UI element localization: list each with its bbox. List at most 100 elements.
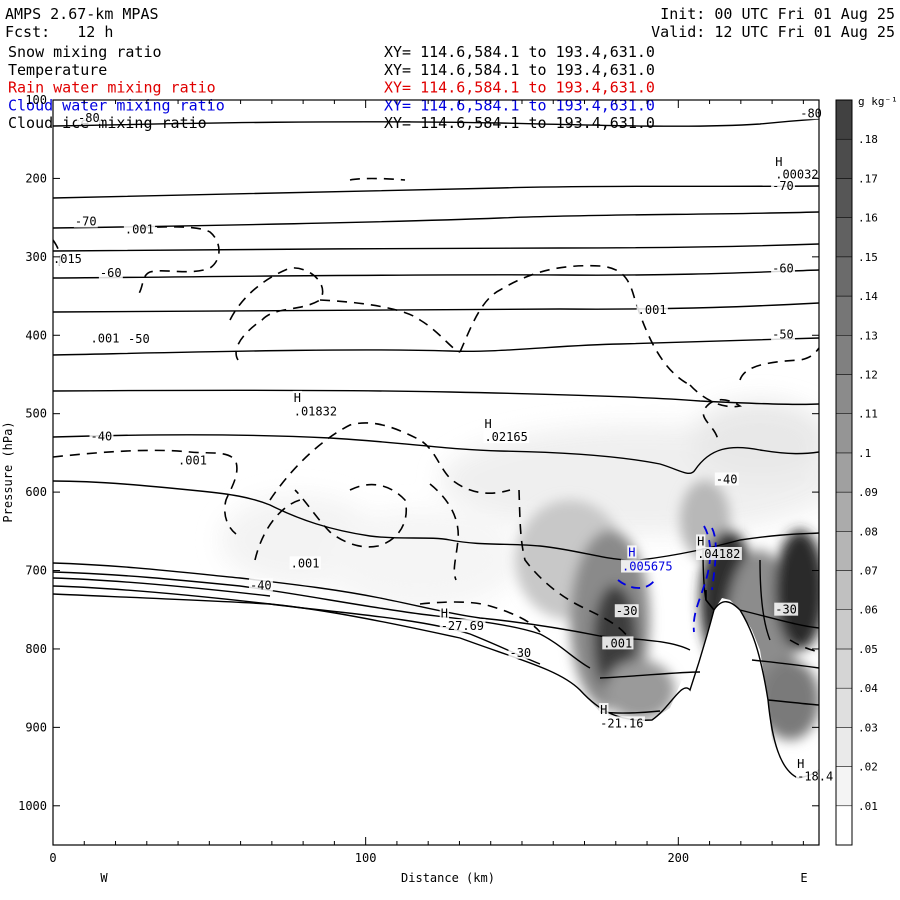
colorbar-cell [835,99,853,140]
legend-xy: XY= 114.6,584.1 to 193.4,631.0 [384,96,655,114]
extremum-label-bg [292,390,303,404]
extremum-label-bg [439,606,449,620]
x-axis: 0 100 200 [49,100,804,865]
colorbar-cell [835,138,853,179]
colorbar-cell [835,805,853,846]
extremum-label: H [697,534,704,548]
colorbar-label: .04 [858,682,878,695]
colorbar-cell [835,648,853,689]
cloud-ice-label: .001 [603,636,632,650]
extremum-label-bg [599,716,645,730]
y-tick-label: 900 [25,720,47,734]
legend-field: Temperature [8,61,107,79]
extremum-label: H [441,607,448,621]
cloud-water-label-bg [621,559,675,573]
extremum-label: -27.69 [441,619,484,633]
colorbar-cell [835,570,853,610]
cloud-ice-label: .001 [91,331,120,345]
temperature-label-bg [98,266,123,280]
colorbar-label: .15 [858,251,878,264]
cloud-ice-label: .001 [178,454,207,468]
extremum-label-bg [796,757,806,771]
plot-frame [52,99,820,846]
extremum-label-bg [796,769,835,783]
y-axis: 100 200 300 400 500 600 700 800 900 1000 [18,93,819,813]
extremum-label-bg [599,703,609,717]
y-tick-label: 1000 [18,799,47,813]
colorbar-label: .07 [858,565,878,578]
colorbar-label: .08 [858,525,878,538]
colorbar-cell [835,335,853,375]
colorbar-label: .18 [858,133,878,146]
colorbar-label: .14 [858,290,878,303]
extremum-label: H [600,703,607,717]
temperature-label-bg [771,327,796,341]
colorbar-label: .11 [858,408,878,421]
temperature-label: -40 [250,578,272,592]
east-label: E [800,871,807,885]
temperature-label-bg [614,604,639,618]
cloud-ice-labels: .001 .015 .001 .001 .001 .001 .001 [52,222,668,650]
colorbar-label: .12 [858,368,878,381]
extremum-label: .00032 [775,167,818,181]
colorbar-label: .06 [858,604,878,617]
temperature-label-bg [799,106,824,120]
cloud-ice-label-bg [602,636,634,650]
colorbar-cell [835,766,853,807]
cloud-ice-label: .015 [53,252,82,266]
temperature-label-bg [127,332,151,346]
extremum-label-bg [483,416,493,430]
extremum-label: -21.16 [600,716,643,730]
colorbar-cell [835,256,853,297]
cloud-water-label: H [628,545,635,559]
field-legend: Snow mixing ratio XY= 114.6,584.1 to 193.… [8,43,655,132]
legend-field: Cloud ice mixing ratio [8,114,207,132]
y-tick-label: 700 [25,564,47,578]
cloud-ice-label-bg [177,453,209,467]
colorbar-cell [835,295,853,336]
colorbar-cell [835,687,853,728]
x-tick-label: 100 [355,851,377,865]
colorbar-cell [835,452,853,493]
header-forecast: Fcst: 12 h [5,23,113,41]
y-tick-label: 200 [25,171,47,185]
legend-field: Snow mixing ratio [8,43,162,61]
extremum-label: H [484,417,491,431]
temperature-label: -30 [616,604,638,618]
extremum-label-bg [774,167,821,181]
extremum-label-bg [696,546,742,560]
temperature-label: -80 [800,106,822,120]
temperature-label: -60 [772,262,794,276]
cloud-ice-label-bg [52,252,84,266]
colorbar-label: .1 [858,447,871,460]
extremum-label: .02165 [484,430,527,444]
extremum-label-bg [292,404,339,418]
cloud-ice-label: .001 [638,303,667,317]
temperature-label: -70 [75,214,97,228]
temperature-label-bg [89,429,114,443]
colorbar-label: .17 [858,172,878,185]
colorbar-label: .02 [858,761,878,774]
colorbar-cell [835,374,853,414]
cloud-ice-label-bg [636,303,668,317]
colorbar-label: .09 [858,486,878,499]
colorbar-cell [835,178,853,218]
temperature-label-bg [508,645,533,659]
legend-field: Rain water mixing ratio [8,79,216,97]
colorbar-label: .13 [858,329,878,342]
temperature-label: -30 [775,603,797,617]
cloud-ice-label-bg [123,222,156,236]
header-init: Init: 00 UTC Fri 01 Aug 25 [660,5,895,23]
temperature-label: -40 [91,429,113,443]
extremum-label: H [294,391,301,405]
cloud-ice-label-bg [289,556,321,570]
colorbar-frame [835,99,853,846]
terrain-mask [53,584,819,845]
x-tick-label: 0 [49,851,56,865]
temperature-label: -60 [100,266,122,280]
colorbar-unit: g kg⁻¹ [858,95,898,108]
legend-xy: XY= 114.6,584.1 to 193.4,631.0 [384,79,655,97]
extremum-label: .04182 [697,547,740,561]
cloud-water-labels: H.005675 [621,545,675,574]
